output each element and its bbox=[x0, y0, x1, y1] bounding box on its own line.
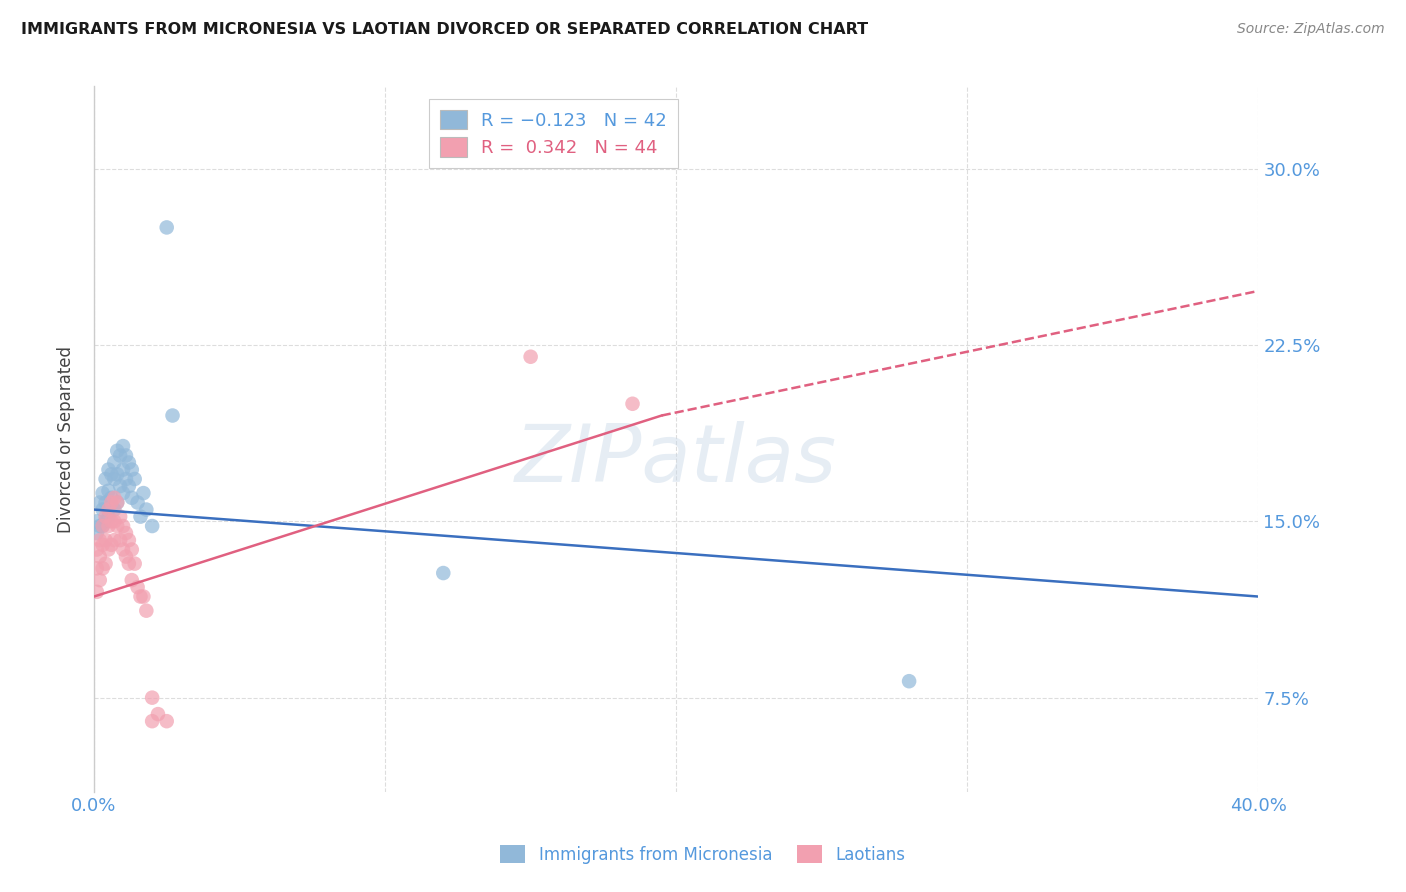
Point bbox=[97, 542, 120, 557]
Point bbox=[118, 533, 141, 548]
Point bbox=[100, 514, 122, 528]
Point bbox=[127, 495, 149, 509]
Point bbox=[86, 585, 108, 599]
Point bbox=[94, 533, 117, 548]
Point bbox=[94, 514, 117, 528]
Point bbox=[105, 443, 128, 458]
Point bbox=[103, 533, 125, 548]
Point bbox=[100, 467, 122, 482]
Point bbox=[124, 557, 146, 571]
Point bbox=[94, 495, 117, 509]
Point bbox=[89, 533, 111, 548]
Point bbox=[162, 409, 184, 423]
Point bbox=[108, 449, 131, 463]
Point bbox=[124, 472, 146, 486]
Point bbox=[118, 557, 141, 571]
Point bbox=[89, 549, 111, 564]
Point bbox=[91, 561, 114, 575]
Legend: Immigrants from Micronesia, Laotians: Immigrants from Micronesia, Laotians bbox=[494, 838, 912, 871]
Point bbox=[432, 566, 454, 580]
Point bbox=[91, 519, 114, 533]
Legend: R = −0.123   N = 42, R =  0.342   N = 44: R = −0.123 N = 42, R = 0.342 N = 44 bbox=[429, 99, 678, 168]
Point bbox=[132, 590, 155, 604]
Point bbox=[135, 604, 157, 618]
Point bbox=[112, 486, 135, 500]
Point bbox=[115, 526, 138, 541]
Point bbox=[86, 561, 108, 575]
Point bbox=[91, 502, 114, 516]
Point bbox=[156, 714, 179, 728]
Point bbox=[89, 519, 111, 533]
Point bbox=[100, 538, 122, 552]
Point bbox=[97, 483, 120, 498]
Point bbox=[129, 509, 152, 524]
Point bbox=[121, 573, 143, 587]
Point bbox=[103, 514, 125, 528]
Point bbox=[89, 495, 111, 509]
Point bbox=[141, 519, 163, 533]
Point bbox=[108, 509, 131, 524]
Point bbox=[129, 590, 152, 604]
Point bbox=[121, 542, 143, 557]
Point bbox=[135, 502, 157, 516]
Point bbox=[108, 479, 131, 493]
Point bbox=[91, 538, 114, 552]
Point bbox=[97, 509, 120, 524]
Point bbox=[115, 449, 138, 463]
Point bbox=[115, 549, 138, 564]
Point bbox=[103, 491, 125, 505]
Point bbox=[94, 509, 117, 524]
Text: ZIPatlas: ZIPatlas bbox=[515, 421, 837, 500]
Point bbox=[121, 491, 143, 505]
Point bbox=[91, 486, 114, 500]
Point bbox=[86, 514, 108, 528]
Point bbox=[89, 573, 111, 587]
Point bbox=[108, 533, 131, 548]
Point bbox=[898, 674, 921, 689]
Point bbox=[94, 557, 117, 571]
Point bbox=[519, 350, 541, 364]
Point bbox=[105, 467, 128, 482]
Point bbox=[91, 519, 114, 533]
Point bbox=[112, 542, 135, 557]
Point bbox=[112, 519, 135, 533]
Point bbox=[105, 495, 128, 509]
Point bbox=[118, 479, 141, 493]
Point bbox=[103, 456, 125, 470]
Point bbox=[127, 580, 149, 594]
Point bbox=[100, 491, 122, 505]
Point bbox=[103, 502, 125, 516]
Point bbox=[146, 707, 169, 722]
Y-axis label: Divorced or Separated: Divorced or Separated bbox=[58, 345, 75, 533]
Point bbox=[118, 456, 141, 470]
Point bbox=[94, 472, 117, 486]
Point bbox=[121, 462, 143, 476]
Text: IMMIGRANTS FROM MICRONESIA VS LAOTIAN DIVORCED OR SEPARATED CORRELATION CHART: IMMIGRANTS FROM MICRONESIA VS LAOTIAN DI… bbox=[21, 22, 869, 37]
Text: Source: ZipAtlas.com: Source: ZipAtlas.com bbox=[1237, 22, 1385, 37]
Point bbox=[141, 714, 163, 728]
Point bbox=[115, 472, 138, 486]
Point bbox=[97, 462, 120, 476]
Point bbox=[132, 486, 155, 500]
Point bbox=[112, 462, 135, 476]
Point bbox=[97, 502, 120, 516]
Point bbox=[103, 472, 125, 486]
Point bbox=[97, 519, 120, 533]
Point bbox=[86, 542, 108, 557]
Point bbox=[621, 397, 644, 411]
Point bbox=[112, 439, 135, 453]
Point bbox=[86, 526, 108, 541]
Point bbox=[105, 519, 128, 533]
Point bbox=[100, 495, 122, 509]
Point bbox=[156, 220, 179, 235]
Point bbox=[105, 495, 128, 509]
Point bbox=[141, 690, 163, 705]
